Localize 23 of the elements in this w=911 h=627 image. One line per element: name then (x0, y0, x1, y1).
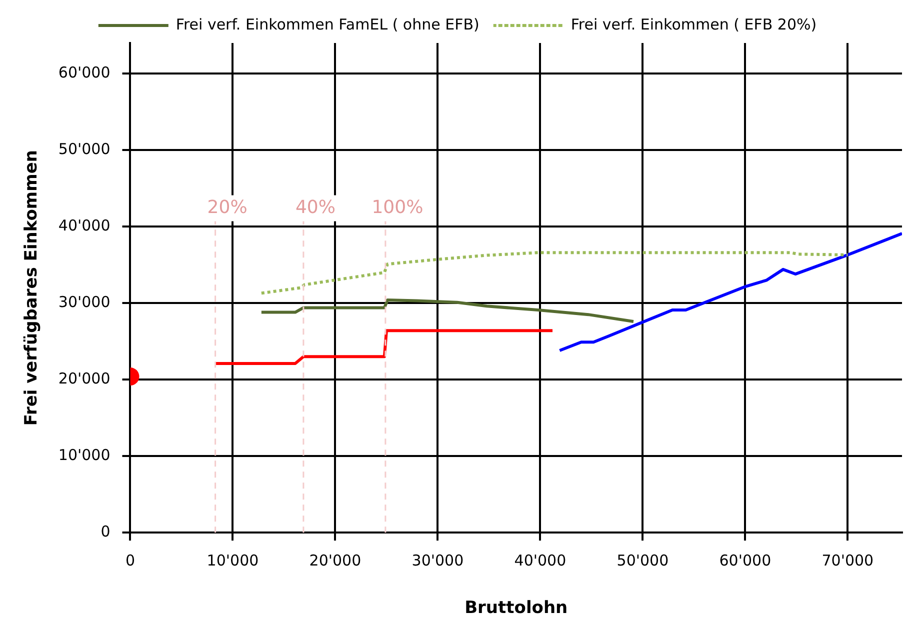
x-tick-label: 40'000 (514, 551, 566, 570)
y-tick-label: 10'000 (58, 446, 110, 464)
x-axis-title: Bruttolohn (464, 598, 568, 618)
legend-label: Frei verf. Einkommen ( EFB 20%) (570, 15, 817, 34)
y-axis-title: Frei verfügbares Einkommen (22, 150, 42, 426)
y-tick-label: 20'000 (58, 369, 110, 388)
x-tick-label: 20'000 (309, 551, 362, 570)
y-tick-label: 60'000 (58, 63, 110, 82)
y-tick-label: 30'000 (58, 292, 110, 311)
x-tick-label: 60'000 (719, 551, 772, 570)
y-tick-label: 50'000 (58, 140, 110, 158)
x-tick-label: 70'000 (822, 551, 874, 570)
y-tick-label: 40'000 (58, 216, 110, 234)
annotation: 100% (372, 196, 424, 218)
x-tick-label: 50'000 (616, 551, 669, 570)
x-tick-label: 10'000 (206, 551, 259, 570)
annotation: 40% (295, 196, 336, 218)
legend-label: Frei verf. Einkommen FamEL ( ohne EFB) (176, 15, 480, 34)
x-tick-label: 0 (125, 551, 136, 570)
x-tick-label: 30'000 (412, 551, 464, 570)
annotation: 20% (207, 196, 248, 218)
y-tick-label: 0 (100, 522, 110, 540)
line-series (260, 251, 850, 295)
